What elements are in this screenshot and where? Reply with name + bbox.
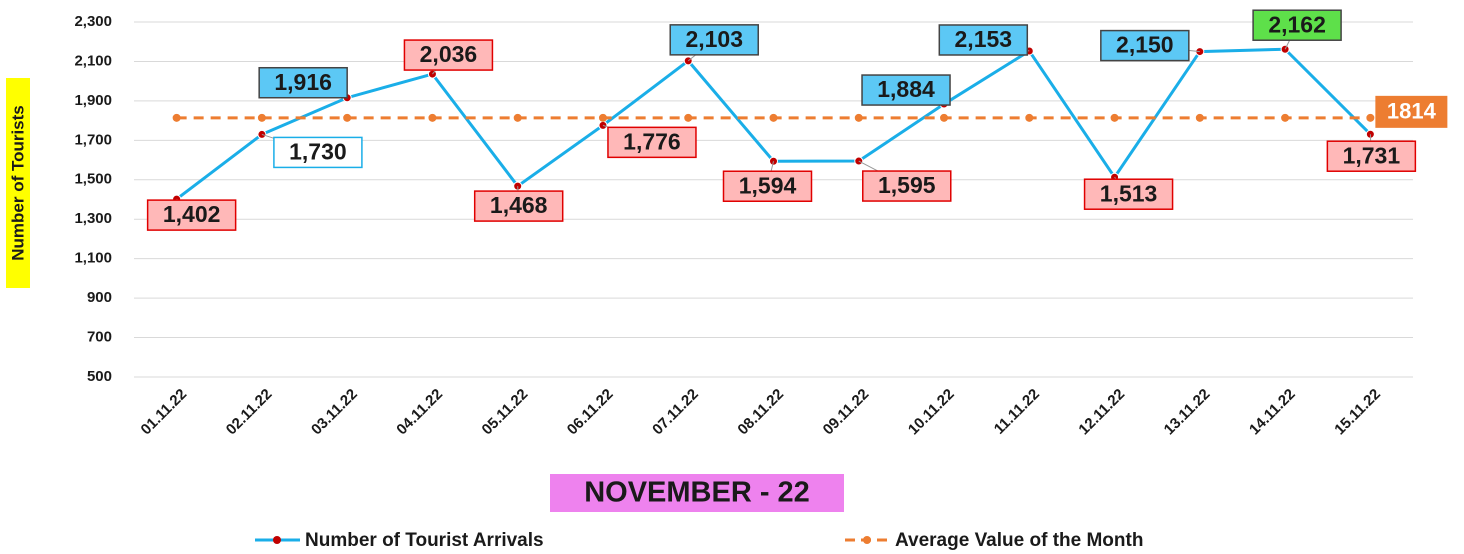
point-marker	[1281, 113, 1290, 122]
label-box	[258, 66, 348, 99]
x-tick-label: 08.11.22	[734, 386, 787, 439]
y-tick-label: 1,900	[74, 92, 112, 109]
point-marker	[1110, 113, 1119, 122]
x-tick-label: 01.11.22	[138, 386, 191, 439]
y-tick-label: 500	[87, 368, 112, 385]
data-label: 1,731	[1343, 142, 1401, 168]
label-box	[938, 24, 1029, 56]
y-tick-label: 2,100	[74, 52, 112, 69]
x-tick-label: 07.11.22	[649, 386, 702, 439]
x-tick-label: 15.11.22	[1331, 386, 1384, 439]
y-axis-label: Number of Tourists	[8, 105, 27, 261]
label-box	[403, 39, 494, 71]
legend-marker	[863, 536, 871, 544]
x-tick-label: 03.11.22	[308, 386, 361, 439]
point-marker	[1366, 113, 1375, 122]
legend-label: Number of Tourist Arrivals	[305, 530, 544, 551]
x-tick-label: 06.11.22	[564, 386, 617, 439]
average-label: 1814	[1387, 99, 1437, 124]
point-marker	[257, 113, 266, 122]
point-marker	[513, 113, 522, 122]
label-box	[669, 24, 759, 56]
point-marker	[428, 113, 437, 122]
label-box	[607, 126, 697, 159]
label-box	[861, 74, 951, 106]
label-box	[722, 170, 813, 202]
y-tick-label: 900	[87, 289, 112, 306]
point-marker	[854, 113, 863, 122]
label-box	[473, 190, 564, 222]
data-label: 1,594	[739, 172, 797, 198]
x-tick-label: 11.11.22	[991, 386, 1043, 438]
data-label: 2,103	[685, 26, 743, 52]
data-label: 2,162	[1268, 11, 1326, 37]
label-box	[146, 199, 237, 231]
data-label: 1,776	[623, 128, 681, 154]
data-label: 1,884	[877, 76, 935, 102]
legend-label: Average Value of the Month	[895, 530, 1143, 551]
label-box	[1252, 9, 1342, 41]
data-label: 2,150	[1116, 32, 1174, 58]
y-tick-label: 1,100	[74, 250, 112, 267]
x-tick-label: 02.11.22	[223, 386, 276, 439]
y-tick-label: 1,700	[74, 131, 112, 148]
point-marker	[1195, 113, 1204, 122]
point-marker	[598, 113, 607, 122]
x-tick-label: 12.11.22	[1075, 386, 1128, 439]
data-label: 1,468	[490, 192, 548, 218]
point-marker	[1025, 113, 1034, 122]
y-label-bg	[6, 78, 30, 288]
x-tick-label: 09.11.22	[820, 386, 873, 439]
average-label-box	[1375, 95, 1448, 128]
point-marker	[684, 113, 693, 122]
label-box	[1326, 140, 1417, 172]
x-tick-label: 05.11.22	[479, 386, 532, 439]
x-label-bg	[550, 474, 844, 512]
data-label: 1,595	[878, 172, 936, 198]
y-tick-label: 700	[87, 329, 112, 346]
label-box	[862, 170, 952, 202]
x-tick-label: 13.11.22	[1161, 386, 1214, 439]
point-marker	[769, 113, 778, 122]
point-marker	[940, 113, 949, 122]
data-label: 1,402	[163, 201, 221, 227]
data-label: 1,513	[1100, 180, 1158, 206]
data-label: 1,730	[289, 138, 347, 164]
point-marker	[343, 113, 352, 122]
label-box	[1083, 178, 1174, 210]
y-tick-label: 2,300	[74, 13, 112, 30]
x-tick-label: 14.11.22	[1246, 386, 1299, 439]
legend-marker	[273, 536, 281, 544]
label-box	[273, 136, 363, 169]
data-label: 2,153	[955, 26, 1013, 52]
x-axis-label: NOVEMBER - 22	[584, 477, 810, 509]
data-label: 1,916	[274, 69, 332, 95]
x-tick-label: 10.11.22	[905, 386, 958, 439]
data-label: 2,036	[420, 41, 478, 67]
point-marker	[172, 113, 181, 122]
y-tick-label: 1,300	[74, 210, 112, 227]
y-tick-label: 1,500	[74, 171, 112, 188]
label-box	[1100, 29, 1190, 62]
x-tick-label: 04.11.22	[393, 386, 446, 439]
